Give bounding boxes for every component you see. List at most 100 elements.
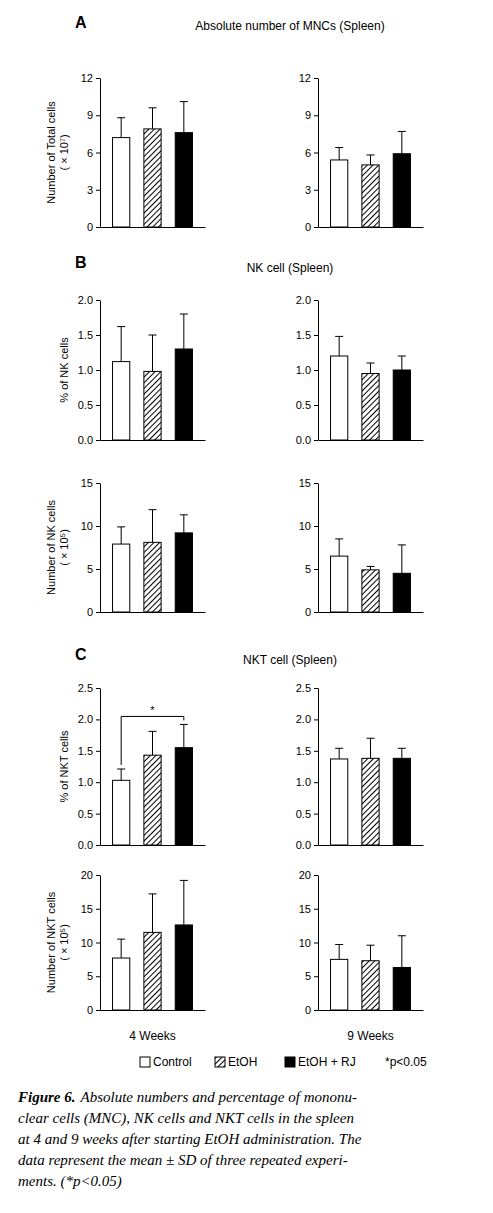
y-tick: 3 xyxy=(87,184,100,196)
error-line xyxy=(121,527,122,544)
bar xyxy=(175,925,192,1010)
x-axis-line xyxy=(319,440,424,441)
error-bar xyxy=(117,327,125,362)
legend-label: EtOH + RJ xyxy=(298,1055,356,1069)
y-tick: 5 xyxy=(305,970,318,982)
y-tick: 6 xyxy=(87,147,100,159)
y-tick: 20 xyxy=(299,869,318,881)
y-tick-label: 6 xyxy=(305,147,311,159)
y-tick-mark xyxy=(96,976,100,977)
x-axis xyxy=(101,1010,206,1011)
error-cap xyxy=(398,356,406,357)
y-tick-label: 2.0 xyxy=(296,294,311,306)
y-tick-mark xyxy=(96,440,100,441)
y-tick: 1.5 xyxy=(78,329,100,341)
error-line xyxy=(339,945,340,960)
y-tick-mark xyxy=(96,612,100,613)
error-line xyxy=(370,363,371,374)
error-line xyxy=(152,335,153,371)
y-tick: 5 xyxy=(87,970,100,982)
y-tick-label: 2.5 xyxy=(78,682,93,694)
error-line xyxy=(121,939,122,958)
bar xyxy=(144,755,161,845)
y-tick: 20 xyxy=(81,869,100,881)
plot-area xyxy=(331,131,411,227)
error-cap xyxy=(180,514,188,515)
caption: Figure 6.Absolute numbers and percentage… xyxy=(17,1089,362,1190)
y-tick: 9 xyxy=(87,109,100,121)
plot-area xyxy=(113,880,193,1010)
y-tick-label: 0 xyxy=(305,606,311,618)
y-tick: 0 xyxy=(87,606,100,618)
error-cap xyxy=(149,335,157,336)
y-tick-mark xyxy=(96,814,100,815)
bar xyxy=(362,570,379,612)
y-tick-mark xyxy=(96,227,100,228)
error-line xyxy=(152,108,153,129)
error-bar xyxy=(117,118,125,138)
error-cap xyxy=(367,566,375,567)
error-bar xyxy=(149,335,157,371)
x-axis xyxy=(319,845,424,846)
y-tick-mark xyxy=(96,943,100,944)
error-cap xyxy=(180,724,188,725)
bar xyxy=(393,967,410,1010)
y-axis-line xyxy=(100,79,101,228)
legend-note: *p<0.05 xyxy=(385,1055,427,1069)
y-tick-mark xyxy=(314,300,318,301)
panel-title: NK cell (Spleen) xyxy=(247,261,334,275)
y-tick-label: 6 xyxy=(87,147,93,159)
y-tick-mark xyxy=(96,909,100,910)
bar xyxy=(362,758,379,845)
y-tick: 15 xyxy=(81,477,100,489)
y-tick: 1.0 xyxy=(296,776,318,788)
y-tick: 1.0 xyxy=(296,364,318,376)
y-axis: 0.00.51.01.52.0 xyxy=(78,294,101,446)
y-tick: 0 xyxy=(87,221,100,233)
y-tick: 5 xyxy=(305,563,318,575)
y-tick: 1.0 xyxy=(78,776,100,788)
legend-swatch xyxy=(215,1057,225,1067)
x-axis-line xyxy=(101,1010,206,1011)
x-axis-line xyxy=(101,845,206,846)
error-bar xyxy=(117,527,125,544)
y-tick-mark xyxy=(96,751,100,752)
y-axis-title: % of NK cells xyxy=(58,337,70,403)
error-bar xyxy=(367,945,375,961)
y-tick-mark xyxy=(314,405,318,406)
panel-title: Absolute number of MNCs (Spleen) xyxy=(195,19,384,33)
y-tick-label: 0.5 xyxy=(78,808,93,820)
y-axis: 0.00.51.01.52.0 xyxy=(296,294,319,446)
y-tick-label: 0.5 xyxy=(296,399,311,411)
y-tick-mark xyxy=(314,483,318,484)
error-cap xyxy=(117,117,125,118)
error-bar xyxy=(335,336,343,356)
y-tick: 2.5 xyxy=(296,682,318,694)
y-axis-title: ( × 10⁵) xyxy=(58,924,70,961)
panel-label: A xyxy=(75,14,87,31)
y-tick-label: 1.0 xyxy=(78,364,93,376)
plot-area xyxy=(113,724,193,845)
y-tick-label: 12 xyxy=(81,72,93,84)
y-axis: 0 3 6 9 12 xyxy=(81,72,101,233)
y-tick-mark xyxy=(314,814,318,815)
x-axis-line xyxy=(101,612,206,613)
y-axis-title: Number of Total cells xyxy=(45,101,57,204)
error-cap xyxy=(335,748,343,749)
y-tick: 0.5 xyxy=(78,808,100,820)
plot-area xyxy=(331,539,411,612)
y-tick-mark xyxy=(96,483,100,484)
error-bar xyxy=(335,945,343,960)
legend-label: EtOH xyxy=(228,1055,257,1069)
error-cap xyxy=(335,944,343,945)
y-tick-mark xyxy=(314,688,318,689)
y-tick-label: 10 xyxy=(81,520,93,532)
error-bar xyxy=(149,731,157,755)
x-axis xyxy=(319,612,424,613)
bar xyxy=(331,959,348,1010)
y-axis: 05101520 xyxy=(299,869,319,1016)
y-tick-mark xyxy=(314,751,318,752)
error-bar xyxy=(149,894,157,932)
caption-label: Figure 6. xyxy=(17,1089,76,1105)
chart: 0.00.51.01.52.0 xyxy=(296,294,424,446)
